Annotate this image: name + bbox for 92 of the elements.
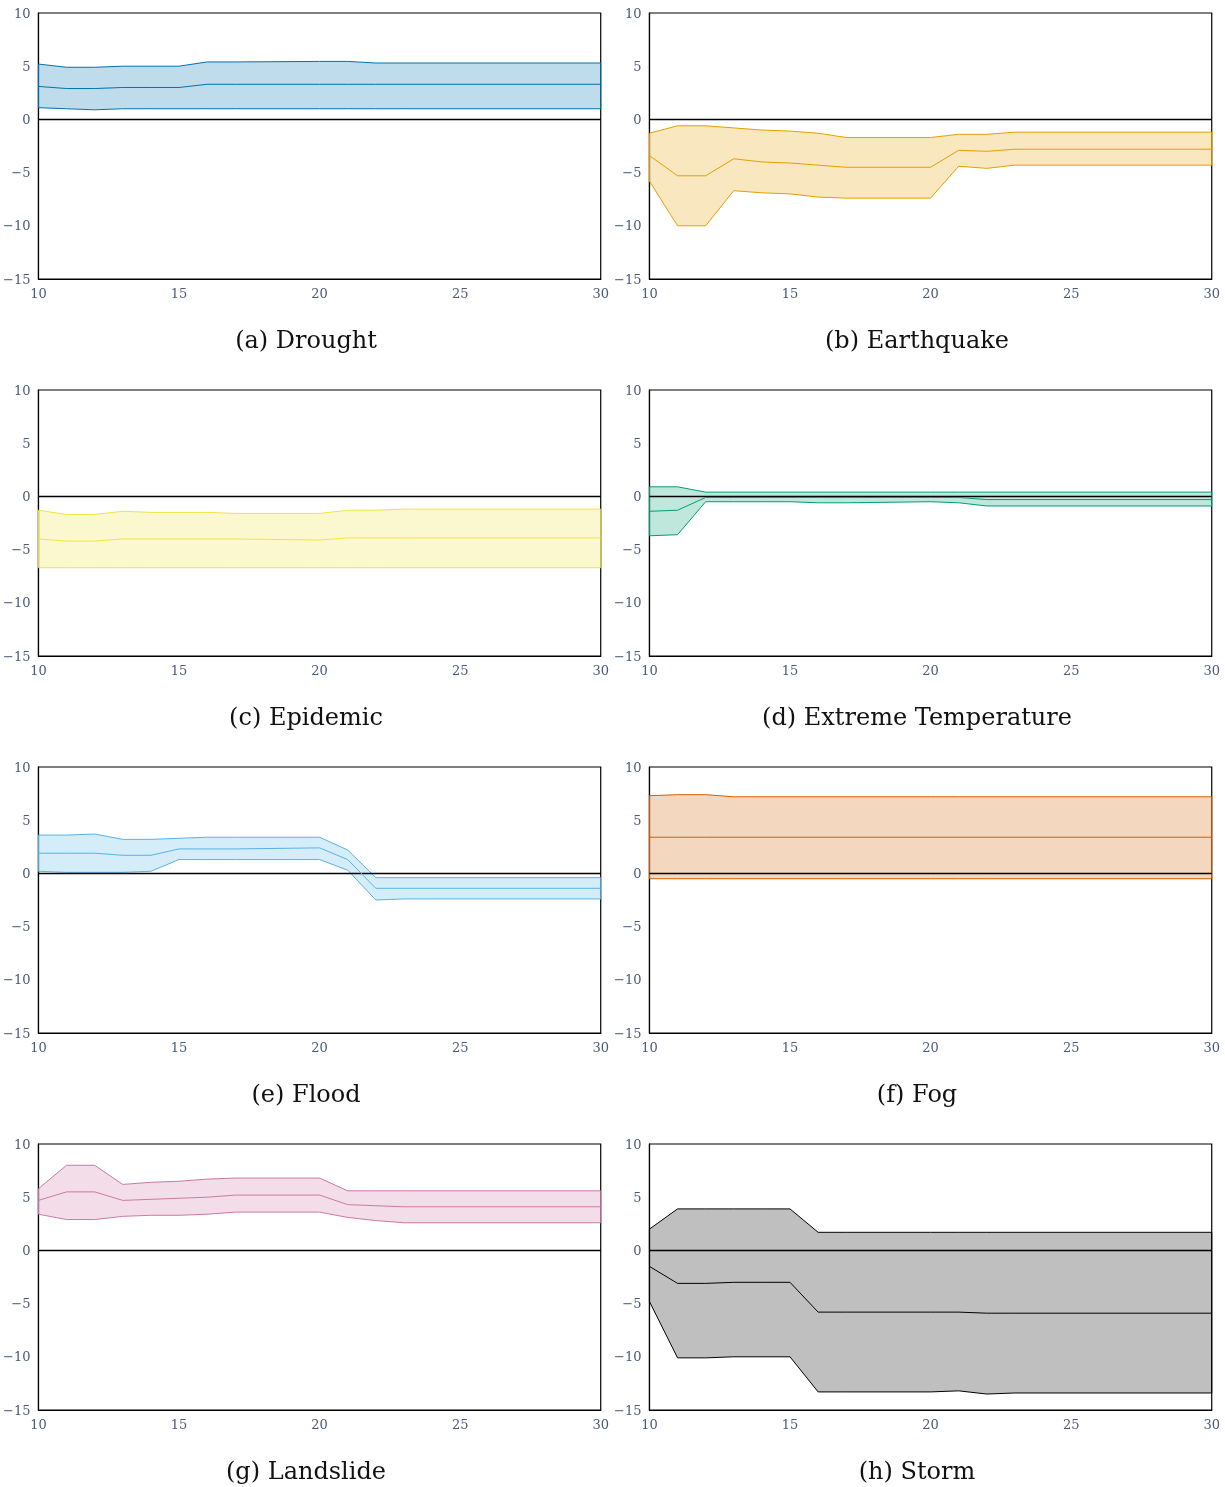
x-tick-label: 25: [451, 286, 469, 301]
text: (d) Extreme Temperature: [762, 703, 1072, 731]
x-tick-label: 25: [1062, 286, 1080, 301]
x-tick-label: 25: [451, 663, 469, 678]
text: (c) Epidemic: [229, 703, 383, 731]
x-tick-label: 20: [922, 1417, 939, 1432]
x-tick-label: 15: [170, 1417, 188, 1432]
y-tick-label: 10: [13, 1136, 31, 1152]
x-tick-label: 30: [592, 1417, 609, 1432]
y-tick-label: 10: [624, 382, 642, 398]
y-tick-label: −15: [614, 1025, 642, 1041]
y-tick-label: −15: [3, 648, 31, 664]
y-tick-label: 5: [633, 1189, 642, 1205]
x-tick-label: 30: [1203, 1040, 1220, 1055]
x-tick-label: 30: [592, 1040, 609, 1055]
y-tick-label: 5: [633, 435, 642, 451]
y-tick-label: −5: [622, 165, 642, 181]
x-tick-label: 20: [922, 663, 939, 678]
y-tick-label: 10: [624, 5, 642, 21]
x-tick-label: 15: [170, 286, 188, 301]
y-tick-label: −10: [614, 1349, 642, 1365]
text: (a) Drought: [235, 326, 378, 354]
line-series: [37, 1191, 602, 1208]
x-tick-label: 20: [311, 1417, 328, 1432]
x-tick-label: 25: [1062, 663, 1080, 678]
y-tick-label: 0: [633, 488, 642, 504]
y-tick-label: 10: [13, 759, 31, 775]
y-tick-label: −10: [3, 218, 31, 234]
y-tick-label: 5: [22, 1189, 31, 1205]
y-tick-label: −15: [614, 648, 642, 664]
text: (e) Flood: [251, 1080, 361, 1108]
y-tick-label: 0: [22, 111, 31, 127]
y-tick-label: −10: [614, 218, 642, 234]
x-tick-label: 15: [781, 1417, 799, 1432]
y-tick-label: 5: [633, 58, 642, 74]
y-tick-label: −10: [3, 972, 31, 988]
y-tick-label: −5: [622, 919, 642, 935]
text: (b) Earthquake: [825, 326, 1009, 354]
x-tick-label: 30: [592, 663, 609, 678]
y-tick-label: −15: [614, 1402, 642, 1418]
x-tick-label: 30: [1203, 1417, 1220, 1432]
y-tick-label: 10: [624, 759, 642, 775]
y-tick-label: −15: [614, 271, 642, 287]
y-tick-label: −5: [11, 165, 31, 181]
text: (g) Landslide: [225, 1457, 387, 1485]
y-tick-label: −5: [622, 1296, 642, 1312]
x-tick-label: 30: [592, 286, 609, 301]
y-tick-label: −10: [614, 595, 642, 611]
y-tick-label: 5: [633, 812, 642, 828]
x-tick-label: 15: [781, 286, 799, 301]
x-tick-label: 25: [451, 1040, 469, 1055]
y-tick-label: 0: [22, 865, 31, 881]
text: (h) Storm: [858, 1457, 976, 1485]
y-tick-label: −5: [11, 1296, 31, 1312]
y-tick-label: 10: [13, 382, 31, 398]
x-tick-label: 20: [922, 1040, 939, 1055]
y-tick-label: 5: [22, 435, 31, 451]
line-series: [648, 148, 1213, 177]
x-tick-label: 15: [170, 663, 188, 678]
y-tick-label: 10: [624, 1136, 642, 1152]
x-tick-label: 30: [1203, 286, 1220, 301]
y-tick-label: 0: [633, 111, 642, 127]
y-tick-label: −15: [3, 271, 31, 287]
y-tick-label: −10: [614, 972, 642, 988]
x-tick-label: 30: [1203, 663, 1220, 678]
y-tick-label: −5: [11, 542, 31, 558]
x-tick-label: 20: [311, 663, 328, 678]
y-tick-label: 0: [22, 1242, 31, 1258]
line-series: [37, 847, 602, 889]
y-tick-label: 0: [633, 1242, 642, 1258]
y-tick-label: −10: [3, 595, 31, 611]
x-tick-label: 15: [781, 663, 799, 678]
x-tick-label: 15: [781, 1040, 799, 1055]
y-tick-label: −10: [3, 1349, 31, 1365]
y-tick-label: 0: [22, 488, 31, 504]
y-tick-label: −5: [622, 542, 642, 558]
x-tick-label: 15: [170, 1040, 188, 1055]
x-tick-label: 20: [922, 286, 939, 301]
x-tick-label: 20: [311, 286, 328, 301]
text: (f) Fog: [876, 1080, 958, 1108]
y-tick-label: 5: [22, 812, 31, 828]
x-tick-label: 25: [451, 1417, 469, 1432]
x-tick-label: 25: [1062, 1417, 1080, 1432]
y-tick-label: −15: [3, 1402, 31, 1418]
x-tick-label: 20: [311, 1040, 328, 1055]
line-series: [648, 496, 1213, 512]
y-tick-label: −15: [3, 1025, 31, 1041]
y-tick-label: 0: [633, 865, 642, 881]
y-tick-label: −5: [11, 919, 31, 935]
y-tick-label: 10: [13, 5, 31, 21]
x-tick-label: 25: [1062, 1040, 1080, 1055]
y-tick-label: 5: [22, 58, 31, 74]
